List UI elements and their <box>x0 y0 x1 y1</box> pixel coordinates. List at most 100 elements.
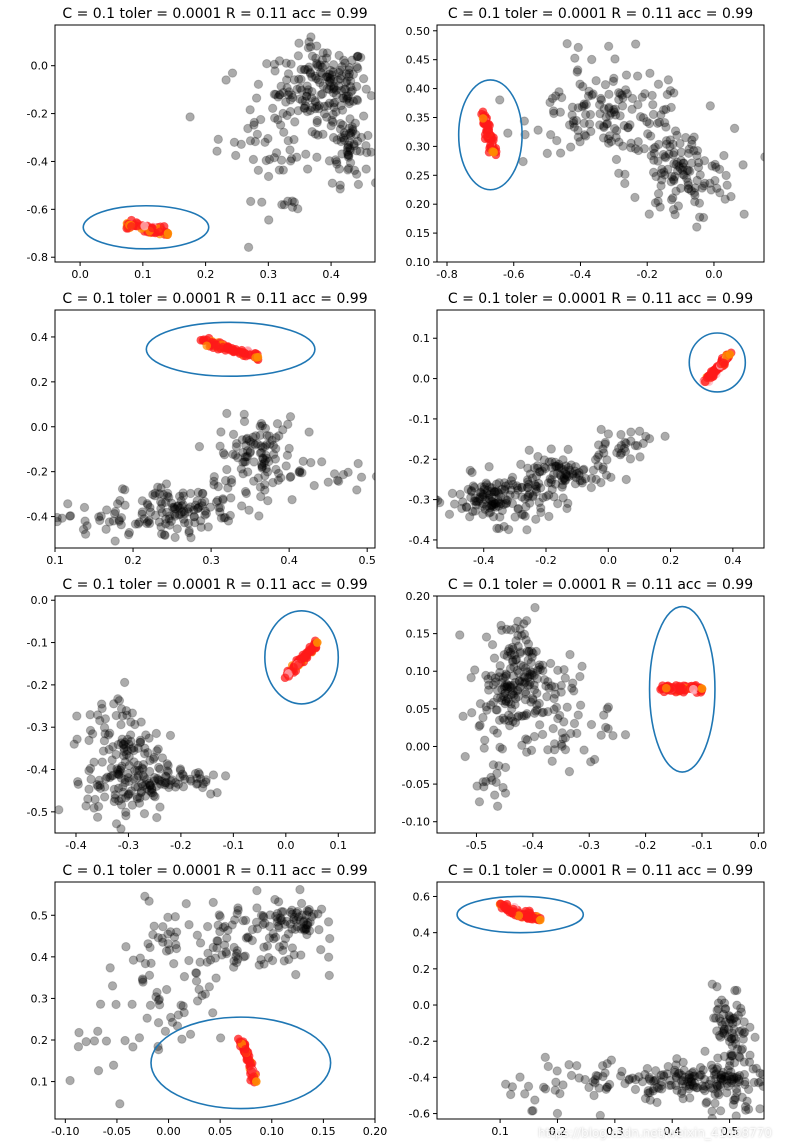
data-point-black <box>575 137 585 147</box>
data-point-black <box>267 955 278 966</box>
x-tick-label: 0.2 <box>662 554 680 567</box>
data-point-black <box>565 142 576 152</box>
data-point-black <box>232 908 242 919</box>
data-point-black <box>99 792 110 802</box>
data-point-black <box>466 485 477 496</box>
data-point-black <box>275 913 286 923</box>
data-point-black <box>578 465 588 475</box>
data-point-black <box>507 472 518 483</box>
data-point-black <box>659 117 670 128</box>
data-point-red <box>482 120 492 129</box>
data-point-black <box>250 431 261 441</box>
data-point-black <box>543 677 553 687</box>
data-point-black <box>494 478 504 488</box>
data-point-black <box>190 768 201 779</box>
data-point-black <box>719 998 730 1008</box>
data-point-black <box>259 458 269 468</box>
x-tick-label: 0.0 <box>277 839 295 852</box>
data-point-black <box>135 735 146 745</box>
data-point-black <box>724 1018 734 1028</box>
y-tick-label: 0.0 <box>413 999 431 1012</box>
data-point-black <box>317 55 328 65</box>
data-point-black <box>213 134 223 145</box>
data-point-black <box>694 157 704 168</box>
data-point-black <box>529 731 540 742</box>
data-point-black <box>123 789 134 800</box>
data-point-black <box>630 144 641 154</box>
data-point-black <box>121 706 132 716</box>
data-point-black <box>208 942 218 953</box>
data-point-black <box>510 512 520 522</box>
data-point-black <box>653 188 664 199</box>
data-point-black <box>670 209 680 220</box>
data-point-black <box>160 780 170 790</box>
data-point-black <box>555 148 566 158</box>
data-point-black <box>161 946 172 956</box>
data-point-black <box>192 778 203 789</box>
data-point-black <box>553 498 563 509</box>
data-point-black <box>555 470 566 480</box>
data-point-black <box>153 762 164 773</box>
data-point-black <box>215 1033 226 1043</box>
data-point-black <box>170 782 181 792</box>
data-point-black <box>155 497 166 507</box>
data-point-black <box>517 509 527 520</box>
data-point-red <box>661 683 671 693</box>
data-point-black <box>506 682 517 693</box>
data-point-black <box>533 478 544 489</box>
data-point-black <box>672 1054 682 1064</box>
data-point-black <box>572 468 582 479</box>
data-point-black <box>142 783 152 794</box>
data-point-black <box>332 475 343 486</box>
data-point-black <box>108 770 118 781</box>
data-point-black <box>95 999 106 1009</box>
data-point-black <box>670 1065 680 1075</box>
data-point-black <box>183 518 194 529</box>
data-point-black <box>121 742 131 752</box>
data-point-black <box>239 456 250 467</box>
data-point-black <box>669 159 679 169</box>
data-point-black <box>663 75 674 85</box>
data-point-black <box>482 480 492 490</box>
data-point-black <box>475 494 485 504</box>
data-point-black <box>69 739 79 749</box>
data-point-black <box>198 488 208 499</box>
data-point-black <box>601 112 611 122</box>
data-point-black <box>272 908 283 919</box>
data-point-black <box>200 506 210 516</box>
data-point-black <box>128 955 139 965</box>
data-point-black <box>734 1074 744 1085</box>
data-point-black <box>550 682 560 692</box>
data-point-black <box>298 456 308 466</box>
data-point-black <box>524 671 535 682</box>
data-point-black <box>270 932 281 942</box>
data-point-black <box>191 976 202 986</box>
data-point-black <box>608 105 619 115</box>
data-point-black <box>116 738 126 748</box>
data-point-black <box>87 729 98 739</box>
x-tick-label: -0.4 <box>570 268 591 281</box>
data-point-black <box>318 129 328 139</box>
plot-area <box>455 602 707 811</box>
data-point-black <box>339 135 350 145</box>
data-point-black <box>475 699 486 709</box>
data-point-black <box>110 506 121 517</box>
data-point-black <box>566 1070 577 1081</box>
data-point-black <box>544 683 554 693</box>
data-point-black <box>548 723 558 734</box>
data-point-black <box>245 136 256 146</box>
data-point-black <box>145 781 156 791</box>
data-point-black <box>712 1081 722 1091</box>
data-point-black <box>528 648 538 659</box>
data-point-black <box>506 689 516 700</box>
y-tick-label: -0.4 <box>409 534 430 547</box>
data-point-black <box>500 1079 511 1089</box>
data-point-black <box>522 482 533 493</box>
data-point-black <box>470 665 480 675</box>
data-point-black <box>313 61 323 72</box>
data-point-black <box>335 74 346 84</box>
data-point-black <box>106 771 117 781</box>
data-point-black <box>184 526 194 536</box>
data-point-black <box>527 652 537 662</box>
data-point-black <box>132 773 142 783</box>
